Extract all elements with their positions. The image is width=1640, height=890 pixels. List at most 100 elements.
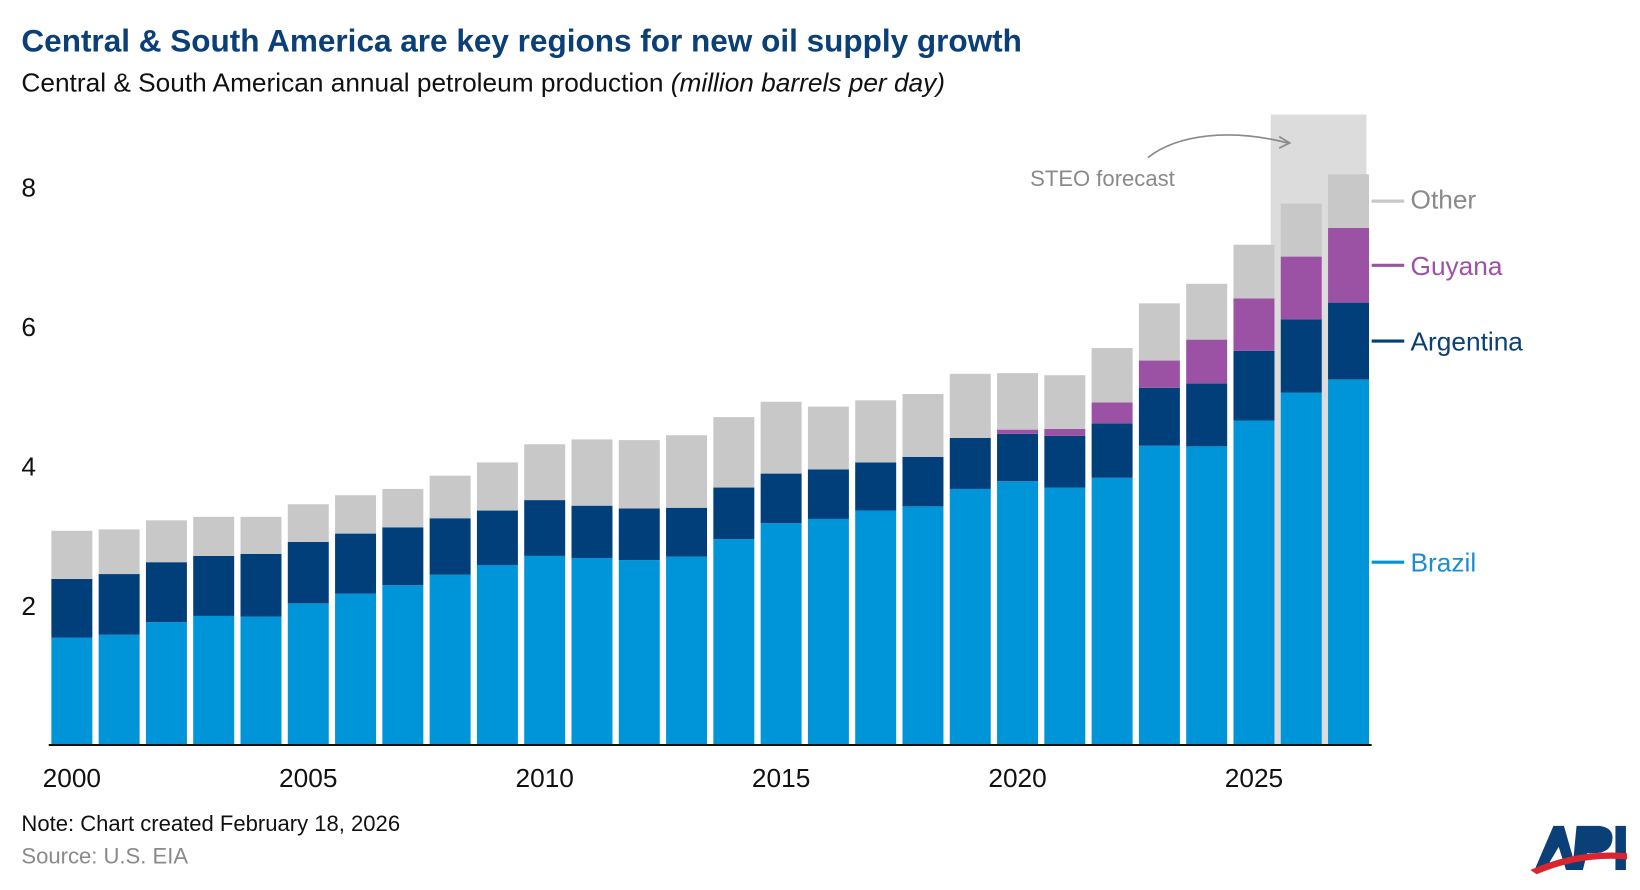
- bar-brazil-2022: [1091, 477, 1133, 745]
- bar-brazil-2006: [335, 593, 377, 745]
- forecast-arrow-icon: [1147, 134, 1288, 159]
- bar-other-2020: [997, 373, 1039, 430]
- bar-brazil-2001: [98, 634, 140, 745]
- bar-argentina-2024: [1186, 383, 1228, 447]
- chart-source: Source: U.S. EIA: [21, 844, 188, 869]
- x-tick-label: 2005: [279, 763, 337, 793]
- x-ticks: 2000 2005 2010 2015 2020 2025: [43, 763, 1284, 793]
- bar-guyana-2024: [1186, 339, 1228, 384]
- bar-other-2010: [524, 444, 566, 501]
- bar-brazil-2002: [145, 622, 187, 745]
- bar-brazil-2012: [618, 560, 660, 745]
- bar-other-2011: [571, 439, 613, 506]
- bar-other-2004: [240, 516, 282, 554]
- chart-title: Central & South America are key regions …: [21, 22, 1022, 58]
- bar-other-2022: [1091, 347, 1133, 403]
- bar-other-2005: [287, 504, 329, 542]
- bar-other-2007: [382, 488, 424, 528]
- bar-brazil-2015: [760, 523, 802, 745]
- bar-argentina-2019: [949, 438, 991, 489]
- forecast-label: STEO forecast: [1030, 166, 1175, 191]
- bar-brazil-2014: [713, 539, 755, 745]
- bar-brazil-2003: [193, 615, 235, 745]
- bar-guyana-2021: [1044, 428, 1086, 436]
- x-tick-label: 2015: [752, 763, 810, 793]
- bar-guyana-2022: [1091, 402, 1133, 424]
- legend-label-guyana: Guyana: [1411, 251, 1503, 281]
- bar-argentina-2003: [193, 555, 235, 616]
- bar-guyana-2023: [1138, 360, 1180, 388]
- bar-brazil-2018: [902, 506, 944, 745]
- bar-argentina-2025: [1233, 350, 1275, 421]
- bar-other-2014: [713, 417, 755, 488]
- bar-other-2016: [807, 406, 849, 470]
- legend-label-other: Other: [1411, 184, 1477, 214]
- bar-brazil-2026: [1280, 392, 1322, 745]
- y-tick-label: 4: [21, 451, 36, 481]
- bar-argentina-2012: [618, 508, 660, 561]
- bar-argentina-2020: [997, 433, 1039, 482]
- bar-argentina-2002: [145, 562, 187, 623]
- bar-other-2008: [429, 475, 471, 519]
- bar-other-2001: [98, 529, 140, 575]
- bar-brazil-2021: [1044, 487, 1086, 745]
- bar-argentina-2006: [335, 533, 377, 594]
- bar-other-2019: [949, 373, 991, 439]
- bar-brazil-2013: [666, 556, 708, 745]
- bar-brazil-2009: [476, 564, 518, 745]
- bar-brazil-2007: [382, 585, 424, 745]
- bar-argentina-2000: [51, 578, 93, 638]
- y-ticks: 2 4 6 8: [21, 172, 36, 621]
- bar-guyana-2026: [1280, 256, 1322, 320]
- legend-label-argentina: Argentina: [1411, 326, 1524, 356]
- bar-brazil-2005: [287, 603, 329, 745]
- bar-argentina-2007: [382, 527, 424, 586]
- bar-guyana-2025: [1233, 298, 1275, 351]
- y-tick-label: 2: [21, 591, 36, 621]
- bar-argentina-2004: [240, 553, 282, 617]
- bar-other-2027: [1328, 174, 1370, 228]
- bar-brazil-2010: [524, 555, 566, 745]
- bar-other-2006: [335, 495, 377, 534]
- bar-brazil-2000: [51, 637, 93, 745]
- bar-argentina-2017: [855, 462, 897, 511]
- bar-other-2018: [902, 394, 944, 457]
- bar-argentina-2014: [713, 487, 755, 540]
- bar-brazil-2025: [1233, 420, 1275, 745]
- y-tick-label: 8: [21, 172, 36, 202]
- bar-guyana-2027: [1328, 227, 1370, 303]
- bar-brazil-2011: [571, 558, 613, 745]
- bar-argentina-2018: [902, 456, 944, 507]
- bar-brazil-2017: [855, 510, 897, 745]
- legend: Brazil Argentina Guyana Other: [1371, 184, 1524, 578]
- bar-other-2021: [1044, 375, 1086, 429]
- bar-brazil-2027: [1328, 379, 1370, 745]
- x-tick-label: 2025: [1225, 763, 1283, 793]
- bars: [51, 174, 1370, 745]
- bar-other-2024: [1186, 283, 1228, 340]
- bar-other-2026: [1280, 203, 1322, 257]
- bar-argentina-2008: [429, 518, 471, 575]
- bar-other-2000: [51, 530, 93, 579]
- bar-argentina-2022: [1091, 423, 1133, 478]
- bar-argentina-2001: [98, 574, 140, 635]
- bar-brazil-2019: [949, 488, 991, 745]
- bar-argentina-2005: [287, 541, 329, 604]
- bar-brazil-2016: [807, 518, 849, 745]
- bar-brazil-2020: [997, 481, 1039, 745]
- bar-other-2023: [1138, 303, 1180, 361]
- bar-other-2013: [666, 435, 708, 508]
- chart-subtitle: Central & South American annual petroleu…: [21, 67, 945, 97]
- bar-argentina-2027: [1328, 302, 1370, 380]
- bar-other-2015: [760, 401, 802, 474]
- bar-brazil-2004: [240, 616, 282, 745]
- bar-argentina-2010: [524, 500, 566, 556]
- legend-label-brazil: Brazil: [1411, 548, 1477, 578]
- bar-argentina-2011: [571, 505, 613, 559]
- bar-argentina-2015: [760, 473, 802, 524]
- bar-brazil-2008: [429, 574, 471, 745]
- bar-argentina-2021: [1044, 435, 1086, 488]
- y-tick-label: 6: [21, 312, 36, 342]
- bar-argentina-2023: [1138, 387, 1180, 446]
